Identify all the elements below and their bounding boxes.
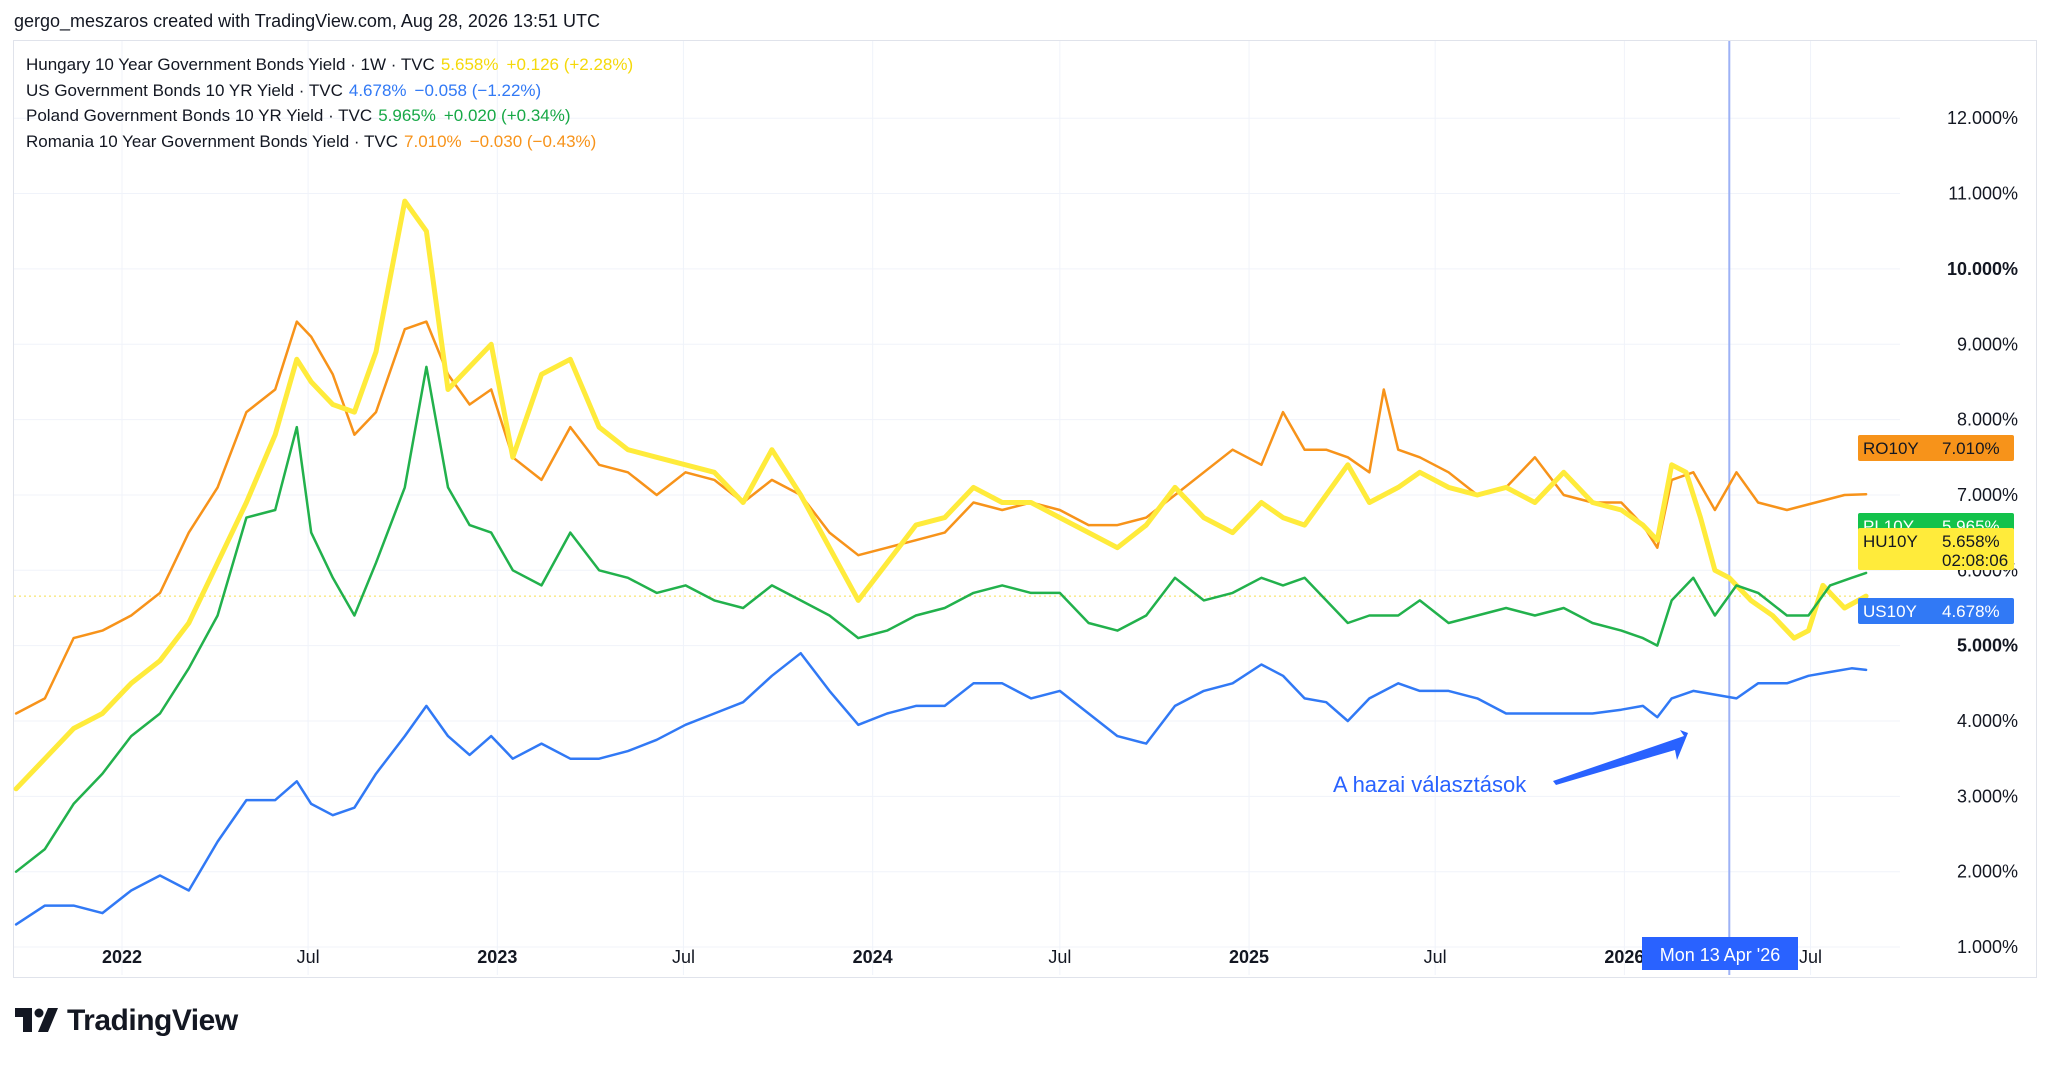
legend-row-romania[interactable]: Romania 10 Year Government Bonds Yield ·… — [26, 129, 633, 155]
y-tick-label: 11.000% — [1948, 184, 2018, 204]
price-label-ro10y[interactable] — [1858, 435, 2014, 461]
x-tick-label: 2026 — [1604, 947, 1644, 967]
price-label-value: 5.658% — [1942, 532, 2000, 551]
legend-series-change: −0.058 (−1.22%) — [414, 80, 542, 100]
price-label-symbol: US10Y — [1863, 602, 1917, 621]
price-label-hu10y[interactable] — [1858, 528, 2014, 570]
x-tick-label: Jul — [1424, 947, 1447, 967]
poland-series-line[interactable] — [14, 365, 1868, 873]
legend-series-change: +0.020 (+0.34%) — [443, 106, 571, 125]
legend-series-value: 4.678% — [348, 80, 407, 100]
legend-series-value: 5.965% — [378, 106, 436, 125]
price-label-us10y[interactable] — [1858, 598, 2014, 624]
tradingview-logo-icon — [15, 1008, 58, 1032]
x-tick-label: Jul — [1799, 947, 1822, 967]
price-label-value: 7.010% — [1942, 439, 2000, 458]
x-tick-label: Jul — [297, 947, 320, 967]
y-tick-label: 2.000% — [1957, 862, 2018, 882]
chart-frame[interactable] — [13, 40, 2037, 978]
y-tick-label: 7.000% — [1957, 485, 2018, 505]
legend-series-name: US Government Bonds 10 YR Yield · TVC — [26, 80, 343, 100]
price-label-value: 4.678% — [1942, 602, 2000, 621]
us-series-line[interactable] — [14, 651, 1868, 926]
legend-row-poland[interactable]: Poland Government Bonds 10 YR Yield · TV… — [26, 103, 633, 129]
y-tick-label: 3.000% — [1957, 786, 2018, 806]
price-label-symbol: RO10Y — [1863, 439, 1919, 458]
y-tick-label: 12.000% — [1947, 108, 2018, 128]
crosshair-time-label — [1642, 937, 1798, 970]
crosshair-time-text: Mon 13 Apr '26 — [1660, 945, 1781, 965]
legend-series-change: +0.126 (+2.28%) — [506, 55, 634, 74]
legend-series-name: Poland Government Bonds 10 YR Yield · TV… — [26, 106, 373, 125]
y-tick-label: 10.000% — [1947, 259, 2018, 279]
annotation-arrow — [1553, 730, 1688, 785]
hungary-series-line[interactable] — [13, 198, 1869, 792]
y-tick-label: 5.000% — [1957, 636, 2018, 656]
x-tick-label: 2023 — [477, 947, 517, 967]
x-tick-label: 2025 — [1229, 947, 1269, 967]
legend-series-name: Romania 10 Year Government Bonds Yield ·… — [26, 131, 399, 151]
x-tick-label: 2022 — [102, 947, 142, 967]
legend: Hungary 10 Year Government Bonds Yield ·… — [26, 52, 633, 154]
x-tick-label: Jul — [672, 947, 695, 967]
legend-series-name: Hungary 10 Year Government Bonds Yield ·… — [26, 55, 435, 74]
price-label-countdown: 02:08:06 — [1942, 551, 2008, 570]
x-tick-label: 2024 — [853, 947, 893, 967]
legend-series-value: 7.010% — [404, 131, 462, 151]
y-tick-label: 1.000% — [1957, 937, 2018, 957]
legend-series-value: 5.658% — [440, 55, 499, 74]
legend-row-us[interactable]: US Government Bonds 10 YR Yield · TVC 4.6… — [26, 78, 633, 104]
chart-attribution: gergo_meszaros created with TradingView.… — [14, 11, 601, 31]
y-tick-label: 4.000% — [1957, 711, 2018, 731]
brand-footer: TradingView — [15, 1004, 238, 1038]
legend-row-hungary[interactable]: Hungary 10 Year Government Bonds Yield ·… — [26, 52, 633, 78]
annotation-text: A hazai választások — [1333, 772, 1527, 797]
y-tick-label: 9.000% — [1957, 334, 2018, 354]
x-tick-label: Jul — [1048, 947, 1071, 967]
price-label-symbol: HU10Y — [1863, 532, 1918, 551]
y-tick-label: 8.000% — [1957, 410, 2018, 430]
legend-series-change: −0.030 (−0.43%) — [469, 131, 597, 151]
brand-name: TradingView — [67, 1004, 238, 1037]
